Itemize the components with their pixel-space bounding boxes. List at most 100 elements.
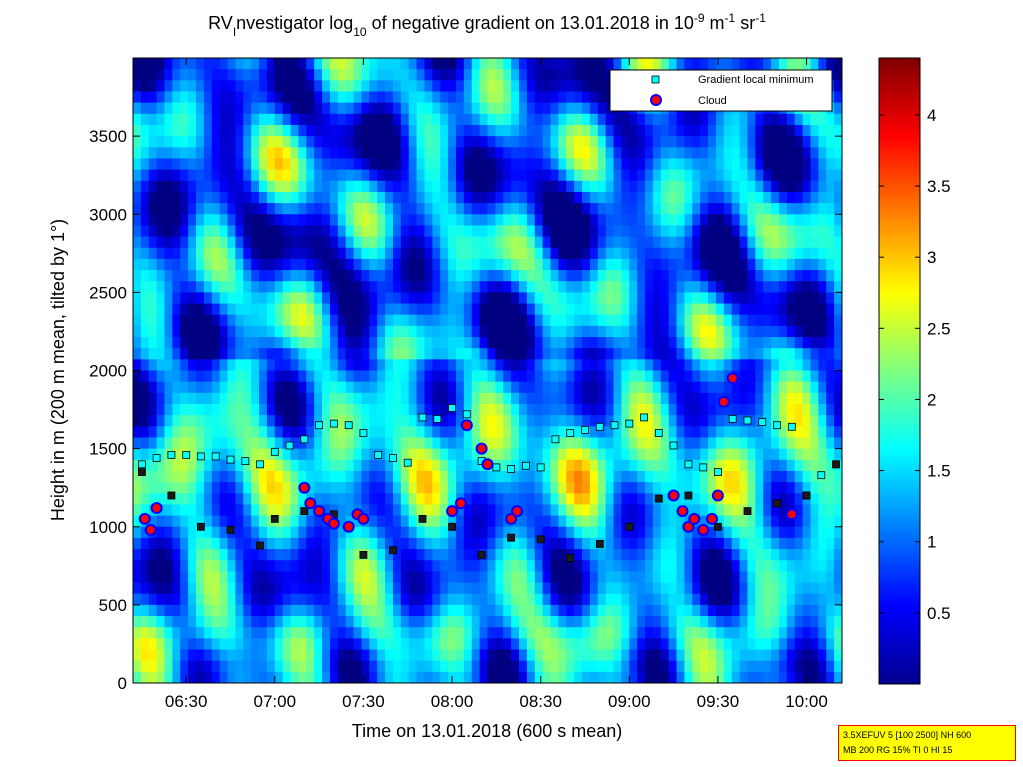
- gradient-minimum-marker: [743, 416, 752, 425]
- colorbar-tick-label: 4: [927, 106, 936, 125]
- gradient-minimum-marker: [462, 410, 471, 419]
- gradient-minimum-marker: [300, 435, 309, 444]
- gradient-minimum-marker: [196, 452, 205, 461]
- colorbar-ticks: 0.5 1 1.5 2 2.5 3 3.5 4: [879, 106, 951, 623]
- cloud-marker: [481, 458, 494, 471]
- cloud-marker: [446, 505, 459, 518]
- legend-marker-gradient-minimum: [651, 75, 660, 84]
- gradient-minimum-marker: [536, 535, 545, 544]
- gradient-minimum-marker: [226, 455, 235, 464]
- x-tick-label: 08:00: [431, 692, 474, 711]
- legend: Gradient local minimum Cloud: [609, 69, 833, 112]
- gradient-minimum-marker: [418, 413, 427, 422]
- x-tick-label: 09:30: [697, 692, 740, 711]
- y-axis-ticks: 0 500 1000 1500 2000 2500 3000 3500: [89, 127, 842, 693]
- gradient-minimum-marker: [507, 533, 516, 542]
- y-tick-label: 2000: [89, 362, 127, 381]
- cloud-marker: [682, 520, 695, 533]
- cloud-marker: [785, 508, 798, 521]
- colorbar-tick-label: 2.5: [927, 319, 951, 338]
- gradient-minimum-marker: [669, 441, 678, 450]
- y-tick-label: 3500: [89, 127, 127, 146]
- heatmap-cells: [133, 58, 842, 683]
- cloud-marker: [150, 502, 163, 514]
- gradient-minimum-marker: [699, 463, 708, 472]
- gradient-minimum-marker: [270, 447, 279, 456]
- y-tick-label: 2500: [89, 283, 127, 302]
- cloud-marker: [138, 512, 151, 525]
- gradient-minimum-marker: [344, 421, 353, 430]
- x-axis-ticks: 06:30 07:00 07:30 08:00 08:30 09:00 09:30 10:00: [165, 58, 828, 711]
- gradient-minimum-marker: [566, 429, 575, 437]
- gradient-minimum-marker: [256, 541, 264, 550]
- gradient-minimum-marker: [581, 425, 589, 434]
- gradient-minimum-marker: [329, 419, 338, 428]
- cloud-marker: [717, 395, 730, 408]
- gradient-minimum-marker: [507, 464, 516, 473]
- x-tick-label: 10:00: [785, 692, 828, 711]
- cloud-marker: [667, 489, 680, 502]
- plot-area: [132, 57, 843, 684]
- cloud-marker: [460, 419, 473, 432]
- gradient-minimum-marker: [610, 421, 619, 430]
- colorbar-tick-label: 3: [927, 248, 936, 267]
- gradient-minimum-marker: [137, 468, 146, 477]
- cloud-marker: [298, 481, 311, 494]
- chart-title: RVInvestigator log10 of negative gradien…: [208, 11, 766, 39]
- cloud-marker: [342, 520, 355, 533]
- gradient-minimum-marker: [551, 435, 560, 444]
- gradient-minimum-marker: [433, 414, 442, 423]
- cloud-marker: [688, 512, 701, 525]
- gradient-minimum-marker: [211, 452, 220, 461]
- cloud-marker: [327, 517, 340, 530]
- gradient-minimum-marker: [832, 460, 840, 469]
- gradient-minimum-marker: [315, 421, 324, 430]
- info-box: 3.5XEFUV 5 [100 2500] NH 600 MB 200 RG 1…: [838, 725, 1016, 761]
- legend-label-cloud: Cloud: [698, 95, 727, 107]
- colorbar-tick-label: 1: [927, 533, 936, 552]
- colorbar-tick-label: 3.5: [927, 177, 951, 196]
- gradient-minimum-marker: [152, 454, 161, 462]
- x-tick-label: 07:30: [342, 692, 385, 711]
- cloud-marker: [357, 512, 370, 525]
- colorbar-tick-label: 2: [927, 390, 936, 409]
- gradient-minimum-marker: [654, 494, 663, 503]
- cloud-marker: [706, 512, 718, 525]
- gradient-minimum-marker: [477, 551, 486, 559]
- x-tick-label: 09:00: [608, 692, 651, 711]
- gradient-minimum-marker: [389, 546, 397, 555]
- colorbar: 0.5 1 1.5 2 2.5 3 3.5 4: [878, 57, 951, 685]
- gradient-minimum-marker: [684, 491, 693, 500]
- gradient-minimum-marker: [226, 526, 235, 534]
- info-line-1: 3.5XEFUV 5 [100 2500] NH 600: [843, 730, 972, 740]
- gradient-minimum-marker: [167, 450, 176, 459]
- data-markers: [137, 372, 840, 562]
- gradient-minimum-marker: [167, 491, 176, 500]
- gradient-minimum-marker: [418, 515, 427, 523]
- cloud-marker: [475, 442, 488, 455]
- gradient-minimum-marker: [743, 507, 752, 516]
- y-tick-label: 1500: [89, 440, 127, 459]
- gradient-minimum-marker: [374, 450, 383, 459]
- y-tick-label: 0: [118, 674, 127, 693]
- gradient-minimum-marker: [595, 422, 604, 431]
- gradient-minimum-marker: [448, 522, 457, 531]
- y-tick-label: 3000: [89, 205, 127, 224]
- gradient-minimum-marker: [625, 419, 634, 428]
- gradient-minimum-marker: [773, 421, 781, 430]
- gradient-minimum-marker: [270, 515, 279, 523]
- gradient-minimum-marker: [359, 551, 368, 559]
- cloud-marker: [505, 512, 518, 525]
- legend-label-gradient-minimum: Gradient local minimum: [698, 74, 814, 86]
- y-tick-label: 500: [99, 596, 127, 615]
- cloud-marker: [313, 505, 326, 518]
- gradient-minimum-marker: [448, 404, 457, 412]
- gradient-minimum-marker: [773, 499, 781, 508]
- gradient-minimum-marker: [728, 414, 737, 423]
- cloud-marker: [454, 497, 467, 510]
- gradient-minimum-marker: [714, 468, 722, 477]
- gradient-minimum-marker: [196, 522, 205, 531]
- gradient-minimum-marker: [817, 471, 826, 480]
- gradient-minimum-marker: [714, 522, 722, 531]
